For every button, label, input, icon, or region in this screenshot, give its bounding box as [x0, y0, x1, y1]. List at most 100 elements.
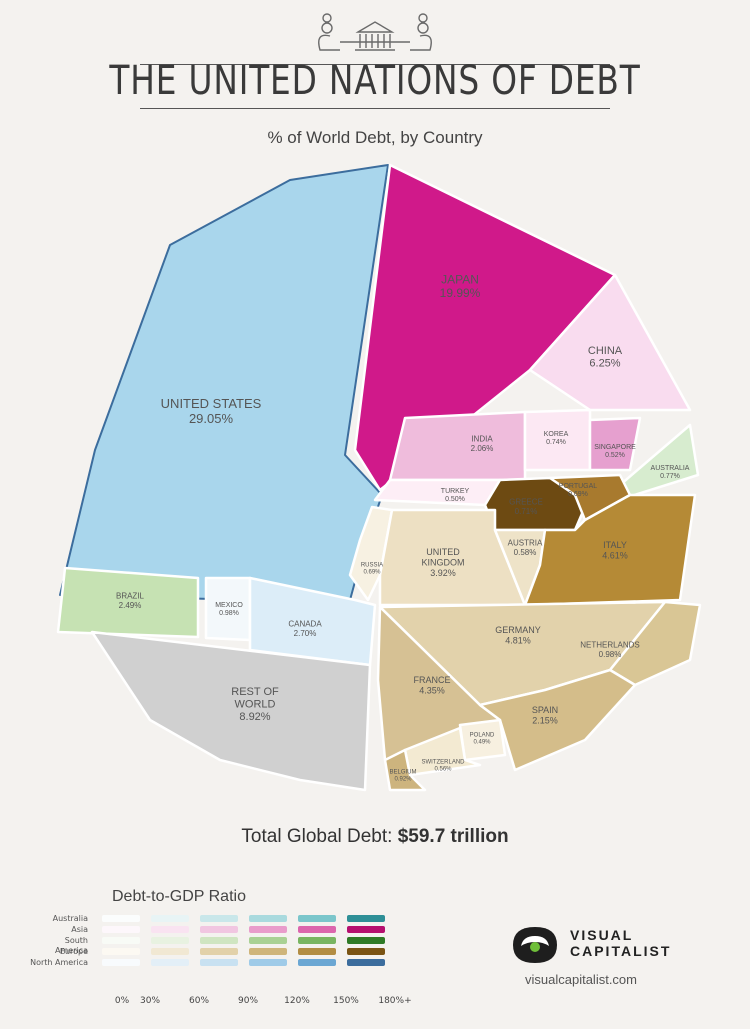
slice-label-brazil: BRAZIL 2.49% [116, 592, 145, 610]
legend-swatch [298, 926, 336, 933]
slice-label-greece: GREECE 0.71% [509, 498, 543, 516]
legend-swatch [151, 915, 189, 922]
legend-swatch [151, 948, 189, 955]
legend-row: Europe [30, 947, 390, 957]
brand: VISUAL CAPITALIST visualcapitalist.com [505, 920, 715, 990]
legend-title: Debt-to-GDP Ratio [112, 888, 246, 905]
slice-label-italy: ITALY 4.61% [602, 540, 628, 560]
visual-capitalist-logo-icon [513, 927, 557, 963]
brand-line1: VISUAL [570, 927, 634, 943]
total-global-debt: Total Global Debt: $59.7 trillion [0, 826, 750, 848]
legend-swatch [347, 959, 385, 966]
slice-label-portugal: PORTUGAL 0.69% [559, 483, 597, 498]
slice-label-us: UNITED STATES 29.05% [161, 396, 262, 426]
legend-tick-label: 90% [237, 996, 259, 1006]
brand-line2: CAPITALIST [570, 943, 672, 959]
legend-swatch [151, 926, 189, 933]
legend-swatch [249, 915, 287, 922]
legend-tick-label: 150% [333, 996, 359, 1006]
pie-slice-us [59, 164, 389, 601]
pie-slice-turkey [373, 478, 502, 507]
pie-slice-italy [523, 493, 697, 607]
slice-label-netherlands: NETHERLANDS 0.98% [580, 641, 640, 659]
legend-swatch [298, 915, 336, 922]
legend-swatch [151, 959, 189, 966]
slice-label-belgium: BELGIUM 0.92% [389, 770, 416, 783]
legend-swatch [200, 926, 238, 933]
legend-swatch [102, 926, 140, 933]
legend-row: North America [30, 958, 390, 968]
legend-row-label: South America [55, 936, 88, 955]
legend-tick-label: 60% [188, 996, 210, 1006]
legend-swatch [249, 959, 287, 966]
title-rule-bottom [140, 108, 610, 109]
legend-swatch [102, 915, 140, 922]
chart-subtitle: % of World Debt, by Country [267, 128, 483, 147]
legend-swatch [298, 959, 336, 966]
legend-row: South America [30, 936, 390, 955]
legend-swatch [249, 948, 287, 955]
pie-slice-brazil [56, 566, 200, 639]
legend-row-label: North America [30, 958, 88, 967]
title-rule-top [140, 64, 610, 65]
legend-swatch [347, 915, 385, 922]
header-crest-icon [318, 13, 432, 51]
total-value: $59.7 trillion [397, 826, 509, 847]
slice-label-spain: SPAIN 2.15% [532, 705, 558, 725]
pie-slice-spain [478, 668, 637, 772]
pie-slice-row [90, 630, 372, 792]
legend-swatch [102, 937, 140, 944]
pie-slice-india [388, 410, 527, 482]
legend-swatch [151, 937, 189, 944]
legend-row-label: Europe [59, 947, 88, 956]
legend-swatch [298, 948, 336, 955]
legend-row-label: Australia [52, 914, 88, 923]
legend-swatch [200, 915, 238, 922]
slice-label-mexico: MEXICO 0.98% [215, 602, 243, 617]
legend-swatch [347, 926, 385, 933]
brand-url: visualcapitalist.com [525, 972, 637, 987]
slice-label-singapore: SINGAPORE 0.52% [594, 444, 636, 459]
slice-label-uk: UNITED KINGDOM 3.92% [421, 547, 464, 578]
slice-label-russia: RUSSIA 0.69% [361, 563, 383, 576]
legend-tick-label: 30% [139, 996, 161, 1006]
legend-row: Australia [30, 914, 390, 924]
slice-label-poland: POLAND 0.49% [470, 733, 495, 746]
slice-label-canada: CANADA 2.70% [288, 620, 322, 638]
slice-label-germany: GERMANY 4.81% [495, 625, 541, 645]
legend-swatch [200, 937, 238, 944]
pie-slice-belgium [383, 748, 427, 792]
pie-slice-singapore [588, 416, 642, 472]
slice-label-japan: JAPAN 19.99% [440, 272, 481, 300]
brand-name: VISUAL CAPITALIST [570, 927, 671, 959]
legend-row-label: Asia [71, 925, 88, 934]
total-label: Total Global Debt: [241, 826, 393, 847]
legend-swatch [347, 937, 385, 944]
slice-label-france: FRANCE 4.35% [413, 675, 450, 695]
legend-tick-label: 120% [284, 996, 310, 1006]
legend-swatch [347, 948, 385, 955]
legend-row: Asia [30, 925, 390, 935]
legend-swatch [200, 959, 238, 966]
legend-swatch [102, 959, 140, 966]
slice-label-china: CHINA 6.25% [588, 345, 623, 370]
pie-slice-netherlands [608, 600, 702, 687]
debt-pie-chart: UNITED STATES 29.05% JAPAN 19.99% CHINA 6.25%… [56, 163, 702, 792]
legend-swatch [200, 948, 238, 955]
page-title: THE UNITED NATIONS OF DEBT [109, 58, 641, 104]
pie-slice-canada [248, 576, 377, 667]
slice-label-australia: AUSTRALIA 0.77% [651, 465, 690, 480]
slice-label-austria: AUSTRIA 0.58% [508, 539, 543, 557]
slice-label-korea: KOREA 0.74% [544, 431, 569, 446]
slice-label-switzerland: SWITZERLAND 0.56% [421, 760, 465, 773]
legend-tick-label: 0% [114, 996, 130, 1006]
slice-label-india: INDIA 2.06% [471, 435, 494, 453]
legend: Debt-to-GDP Ratio Australia Asia South Ame… [30, 888, 450, 1028]
slice-label-turkey: TURKEY 0.50% [441, 488, 470, 503]
legend-swatch [102, 948, 140, 955]
slice-label-row: REST OF WORLD 8.92% [231, 686, 279, 723]
legend-swatch [249, 937, 287, 944]
legend-swatch [249, 926, 287, 933]
legend-tick-label: 180%+ [378, 996, 412, 1006]
legend-swatch [298, 937, 336, 944]
